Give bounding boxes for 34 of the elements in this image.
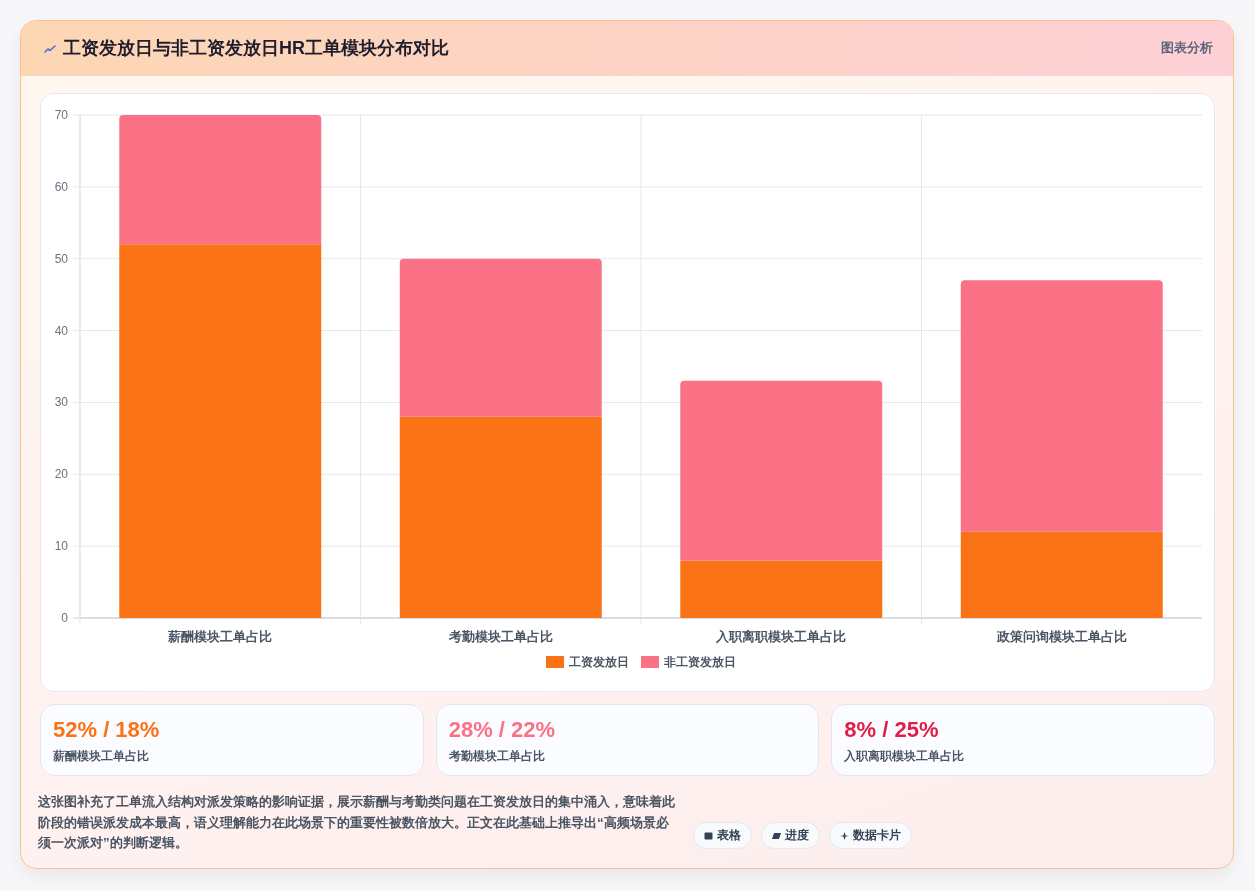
y-tick-label: 40 [54,323,69,338]
text: 进度 [785,828,809,843]
text: 52% / 18% [53,716,160,744]
legend-label: 工资发放日 [568,655,629,669]
bar [119,244,322,618]
y-tick-label: 0 [61,611,69,625]
y-tick-label: 60 [54,179,69,194]
text: 数据卡片 [853,828,901,843]
bar [399,258,602,417]
x-tick-label: 薪酬模块工单占比 [167,629,273,644]
bar [680,560,883,618]
y-tick-label: 50 [54,251,69,266]
bar [119,115,322,245]
text: 入职离职模块工单占比 [844,749,965,764]
bar [399,416,602,618]
y-tick-label: 70 [54,108,69,122]
x-tick-label: 政策问询模块工单占比 [995,629,1127,644]
bar [960,531,1163,618]
text: 薪酬模块工单占比 [53,749,149,764]
text: 8% / 25% [844,716,939,744]
text: 表格 [717,828,741,843]
bar [960,280,1163,532]
x-tick-label: 入职离职模块工单占比 [715,629,847,644]
chart-title: 工资发放日与非工资发放日HR工单模块分布对比 [63,37,449,60]
x-tick-label: 考勤模块工单占比 [447,629,553,644]
legend-label: 非工资发放日 [663,655,736,669]
y-tick-label: 20 [54,467,69,482]
y-tick-label: 10 [54,539,69,554]
text: 考勤模块工单占比 [448,749,545,764]
y-tick-label: 30 [54,395,69,410]
text: 28% / 22% [448,716,556,744]
bar [680,380,883,561]
text: 图表分析 [1161,40,1213,57]
text: 这张图补充了工单流入结构对派发策略的影响证据，展示薪酬与考勤类问题在工资发放日的集中涌入，意味着此阶段的错误派发成本最高，语义理解能力在此场景下的重要性被数倍放大。正文在此基础上推导出“高频场景必须一次派对”的判断逻辑。 [38,793,676,852]
